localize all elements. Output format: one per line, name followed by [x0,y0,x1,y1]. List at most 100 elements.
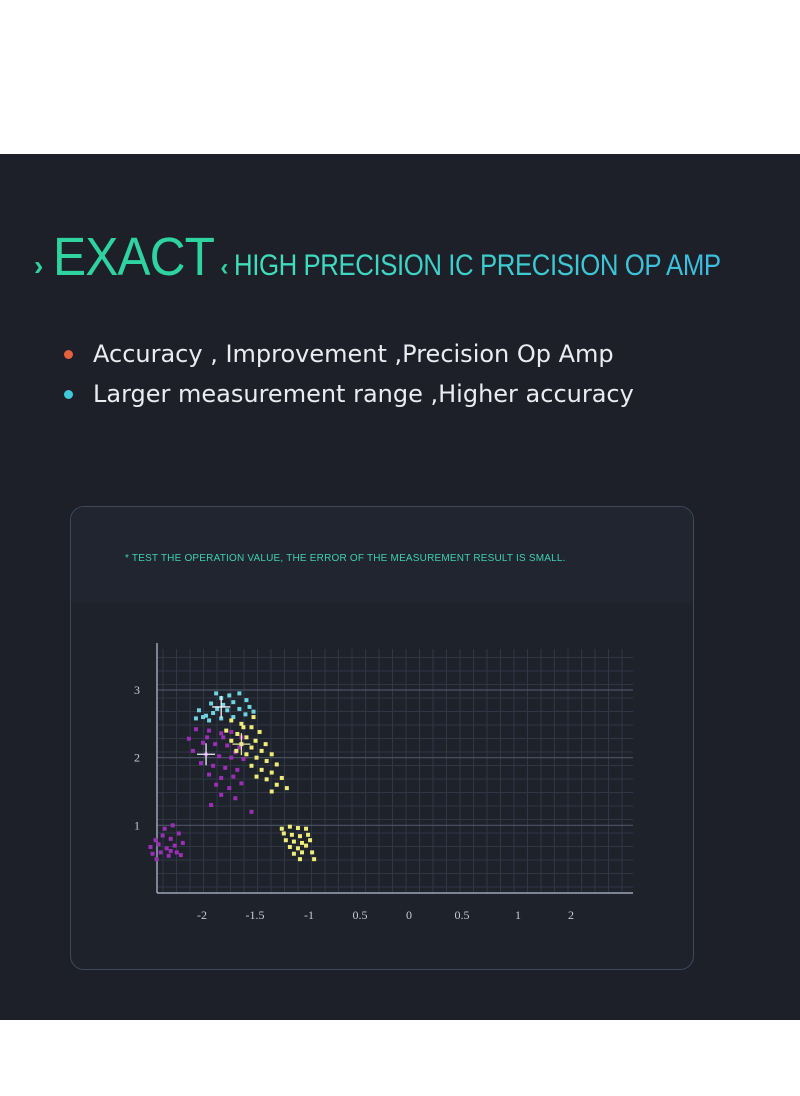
scatter-point [235,767,240,772]
x-tick-label: -1 [304,908,314,922]
x-tick-label: -2 [197,908,207,922]
scatter-point [164,846,169,851]
scatter-point [205,735,210,740]
scatter-point [170,823,175,828]
scatter-point [259,767,264,772]
scatter-point [257,729,262,734]
scatter-point [249,763,254,768]
scatter-point [229,718,234,723]
scatter-point [239,781,244,786]
scatter-point [274,762,279,767]
scatter-point [215,706,220,711]
scatter-point [297,857,302,862]
x-tick-label: 0.5 [353,908,368,922]
scatter-point [233,796,238,801]
scatter-point [211,711,216,716]
scatter-point [235,731,240,736]
y-tick-label: 3 [134,683,140,697]
scatter-point [244,752,249,757]
scatter-point [244,735,249,740]
scatter-point [180,840,185,845]
scatter-point [211,763,216,768]
scatter-point [279,775,284,780]
scatter-point [221,702,226,707]
scatter-point [306,832,311,837]
scatter-point [190,748,195,753]
scatter-point [176,831,181,836]
scatter-point [249,745,254,750]
y-tick-label: 1 [134,818,140,832]
scatter-point [219,716,224,721]
scatter-point [201,740,206,745]
scatter-point [295,846,300,851]
feature-item: Larger measurement range ,Higher accurac… [64,374,634,414]
scatter-point [304,826,309,831]
chevron-left-icon: ‹ [220,254,229,281]
scatter-point [243,712,248,717]
chevron-right-icon: › [34,250,44,281]
scatter-point [244,698,249,703]
scatter-point [259,748,264,753]
scatter-point [287,844,292,849]
brand-title: EXACT [53,227,215,287]
scatter-point [279,826,284,831]
scatter-point [156,842,161,847]
product-subtitle: HIGH PRECISION IC PRECISION OP AMP [234,249,722,282]
scatter-point [193,716,198,721]
scatter-point [239,721,244,726]
scatter-point [219,792,224,797]
scatter-point [160,833,165,838]
scatter-point [263,742,268,747]
scatter-point [150,851,155,856]
scatter-point [237,691,242,696]
headline: › EXACT ‹ HIGH PRECISION IC PRECISION OP… [34,226,800,296]
scatter-point [207,772,212,777]
scatter-point [231,700,236,705]
card-header [71,507,693,603]
scatter-point [201,715,206,720]
x-tick-label: 1 [515,908,521,922]
scatter-point [269,752,274,757]
scatter-point [166,853,171,858]
scatter-point [269,770,274,775]
feature-text: Accuracy , Improvement ,Precision Op Amp [93,340,614,368]
scatter-point [289,832,294,837]
scatter-point [227,693,232,698]
scatter-point [221,735,226,740]
feature-text: Larger measurement range ,Higher accurac… [93,380,634,408]
dark-panel: › EXACT ‹ HIGH PRECISION IC PRECISION OP… [0,154,800,1020]
chart-card: * TEST THE OPERATION VALUE, THE ERROR OF… [70,506,694,970]
scatter-point [249,809,254,814]
test-note: * TEST THE OPERATION VALUE, THE ERROR OF… [125,553,566,564]
scatter-point [251,715,256,720]
scatter-point [217,754,222,759]
grid [157,649,633,893]
scatter-point [199,761,203,766]
scatter-point [264,777,269,782]
scatter-point [274,782,279,787]
scatter-point [213,742,218,747]
scatter-point [281,831,286,836]
scatter-point [168,849,173,854]
scatter-point [287,824,292,829]
scatter-point [172,843,177,848]
scatter-chart: 1 2 3 -2 -1.5 -1 0.5 0 0.5 1 2 [134,643,633,922]
scatter-point [204,713,209,718]
scatter-point [231,715,236,720]
scatter-point [291,839,296,844]
scatter-point [229,738,234,743]
scatter-point [295,826,300,831]
scatter-point [249,725,254,730]
scatter-point [229,729,234,734]
scatter-point [237,745,242,750]
bullet-dot-icon [64,349,73,359]
x-tick-label: -1.5 [246,908,265,922]
scatter-point [300,840,304,845]
x-tick-label: 2 [568,908,574,922]
scatter-point [153,838,158,843]
scatter-point [231,774,236,779]
scatter-point [178,853,183,858]
scatter-point [304,843,309,848]
scatter-point [247,704,252,709]
scatter-point [219,775,224,780]
